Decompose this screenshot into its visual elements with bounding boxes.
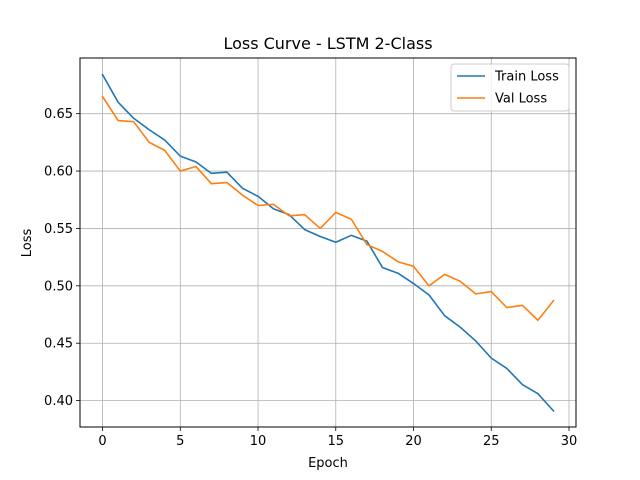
plot-frame bbox=[79, 57, 577, 428]
y-axis-label: Loss bbox=[20, 229, 35, 258]
x-axis-label: Epoch bbox=[308, 456, 348, 471]
series-line-1 bbox=[101, 95, 555, 322]
x-tick-label: 15 bbox=[328, 434, 345, 449]
chart-title: Loss Curve - LSTM 2-Class bbox=[223, 34, 432, 53]
legend-label: Val Loss bbox=[495, 92, 547, 107]
y-tick-label: 0.55 bbox=[44, 222, 73, 237]
y-tick-label: 0.50 bbox=[44, 279, 73, 294]
y-tick-label: 0.60 bbox=[44, 165, 73, 180]
y-axis-ticks: 0.40 0.45 0.50 0.55 0.60 0.65 bbox=[44, 107, 80, 409]
legend-label: Train Loss bbox=[494, 70, 559, 85]
series-line-0 bbox=[101, 73, 555, 413]
x-tick-label: 20 bbox=[405, 434, 422, 449]
x-tick-label: 0 bbox=[98, 434, 106, 449]
y-tick-label: 0.65 bbox=[44, 107, 73, 122]
series-lines bbox=[101, 73, 555, 413]
legend: Train Loss Val Loss bbox=[450, 63, 570, 112]
grid bbox=[80, 58, 576, 427]
x-tick-label: 30 bbox=[561, 434, 578, 449]
x-tick-label: 10 bbox=[250, 434, 267, 449]
x-tick-label: 5 bbox=[176, 434, 184, 449]
y-tick-label: 0.45 bbox=[44, 337, 73, 352]
y-tick-label: 0.40 bbox=[44, 394, 73, 409]
x-tick-label: 25 bbox=[483, 434, 500, 449]
x-axis-ticks: 0 5 10 15 20 25 30 bbox=[98, 427, 577, 449]
